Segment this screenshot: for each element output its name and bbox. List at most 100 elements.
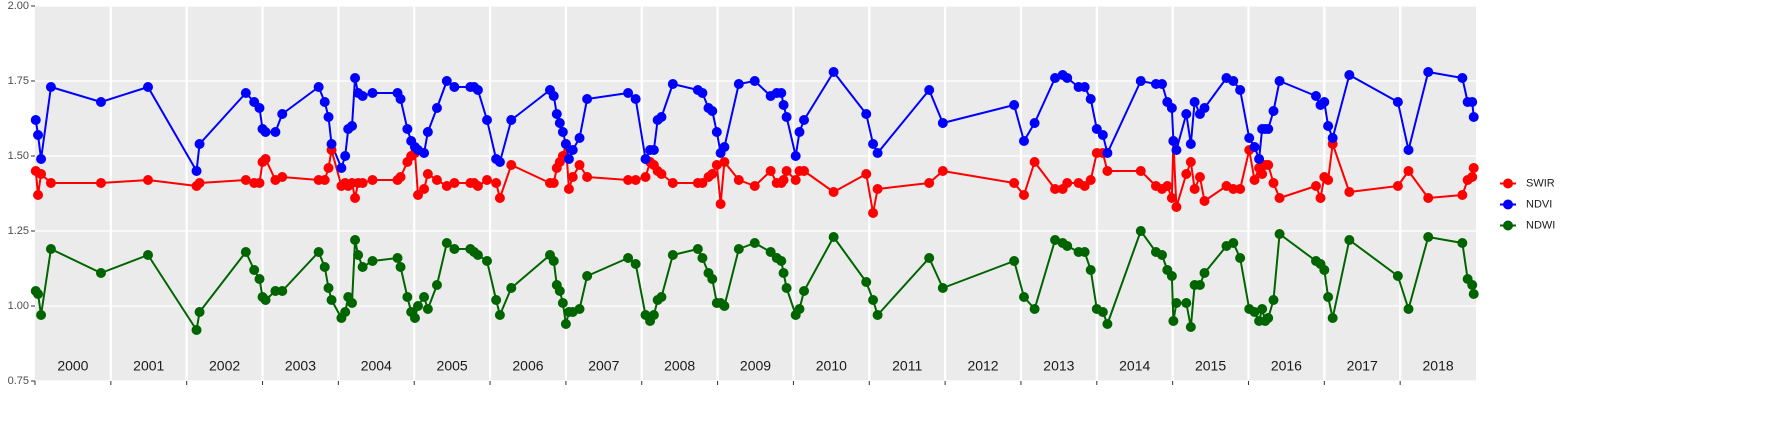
legend-key bbox=[1503, 220, 1513, 231]
data-point bbox=[567, 145, 578, 155]
data-point bbox=[778, 100, 789, 110]
data-point bbox=[868, 139, 879, 149]
data-point bbox=[45, 244, 56, 254]
data-point bbox=[191, 166, 202, 176]
y-tick-label: 2.00 bbox=[8, 0, 29, 12]
data-point bbox=[409, 313, 420, 323]
data-point bbox=[277, 286, 288, 296]
data-point bbox=[656, 112, 667, 122]
data-point bbox=[781, 112, 792, 122]
data-point bbox=[1257, 304, 1268, 314]
data-point bbox=[937, 118, 948, 128]
data-point bbox=[347, 121, 358, 131]
data-point bbox=[240, 88, 251, 98]
data-point bbox=[194, 307, 205, 317]
data-point bbox=[1050, 184, 1061, 194]
data-point bbox=[749, 181, 760, 191]
data-point bbox=[872, 148, 883, 158]
data-point bbox=[1171, 202, 1182, 212]
data-point bbox=[1467, 172, 1478, 182]
data-point bbox=[33, 190, 44, 200]
data-point bbox=[482, 256, 493, 266]
data-point bbox=[1457, 238, 1468, 248]
data-point bbox=[431, 175, 442, 185]
data-point bbox=[1102, 319, 1113, 329]
data-point bbox=[1228, 76, 1239, 86]
data-point bbox=[1102, 166, 1113, 176]
data-point bbox=[1181, 169, 1192, 179]
data-point bbox=[937, 283, 948, 293]
data-point bbox=[567, 172, 578, 182]
data-point bbox=[1009, 256, 1020, 266]
data-point bbox=[1194, 280, 1205, 290]
data-point bbox=[1263, 124, 1274, 134]
year-label: 2007 bbox=[588, 358, 619, 374]
data-point bbox=[733, 244, 744, 254]
data-point bbox=[347, 298, 358, 308]
data-point bbox=[828, 187, 839, 197]
year-label: 2014 bbox=[1119, 358, 1150, 374]
data-point bbox=[563, 184, 574, 194]
year-label: 2000 bbox=[57, 358, 88, 374]
data-point bbox=[1085, 265, 1096, 275]
data-point bbox=[1185, 322, 1196, 332]
data-point bbox=[323, 283, 334, 293]
data-point bbox=[494, 310, 505, 320]
data-point bbox=[1235, 253, 1246, 263]
year-label: 2017 bbox=[1347, 358, 1378, 374]
data-point bbox=[623, 88, 634, 98]
data-point bbox=[828, 232, 839, 242]
data-point bbox=[1235, 85, 1246, 95]
data-point bbox=[367, 175, 378, 185]
data-point bbox=[472, 85, 483, 95]
data-point bbox=[1263, 313, 1274, 323]
data-point bbox=[472, 181, 483, 191]
data-point bbox=[560, 139, 571, 149]
data-point bbox=[1274, 229, 1285, 239]
data-point bbox=[1327, 313, 1338, 323]
data-point bbox=[260, 295, 271, 305]
data-point bbox=[1235, 184, 1246, 194]
y-tick-label: 1.25 bbox=[8, 225, 29, 237]
data-point bbox=[697, 253, 708, 263]
data-point bbox=[395, 262, 406, 272]
data-point bbox=[557, 127, 568, 137]
data-point bbox=[1249, 142, 1260, 152]
data-point bbox=[1050, 235, 1061, 245]
data-point bbox=[937, 166, 948, 176]
data-point bbox=[1403, 166, 1414, 176]
legend-label: NDWI bbox=[1526, 219, 1555, 231]
data-point bbox=[707, 169, 718, 179]
data-point bbox=[431, 280, 442, 290]
year-label: 2001 bbox=[133, 358, 164, 374]
data-point bbox=[33, 289, 44, 299]
data-point bbox=[1194, 172, 1205, 182]
data-point bbox=[574, 133, 585, 143]
data-point bbox=[449, 244, 460, 254]
data-point bbox=[640, 172, 651, 182]
data-point bbox=[1189, 97, 1200, 107]
data-point bbox=[749, 238, 760, 248]
data-point bbox=[395, 94, 406, 104]
data-point bbox=[1157, 79, 1168, 89]
data-point bbox=[548, 178, 559, 188]
data-point bbox=[1403, 145, 1414, 155]
data-point bbox=[1228, 238, 1239, 248]
data-point bbox=[1135, 76, 1146, 86]
data-point bbox=[449, 178, 460, 188]
data-point bbox=[254, 178, 265, 188]
data-point bbox=[419, 184, 430, 194]
data-point bbox=[1157, 250, 1168, 260]
year-label: 2013 bbox=[1043, 358, 1074, 374]
data-point bbox=[350, 235, 361, 245]
data-point bbox=[790, 175, 801, 185]
data-point bbox=[419, 148, 430, 158]
data-point bbox=[1268, 106, 1279, 116]
data-point bbox=[1468, 163, 1479, 173]
data-point bbox=[582, 271, 593, 281]
data-point bbox=[313, 247, 324, 257]
data-point bbox=[194, 139, 205, 149]
data-point bbox=[582, 94, 593, 104]
data-point bbox=[340, 151, 351, 161]
data-point bbox=[95, 97, 106, 107]
